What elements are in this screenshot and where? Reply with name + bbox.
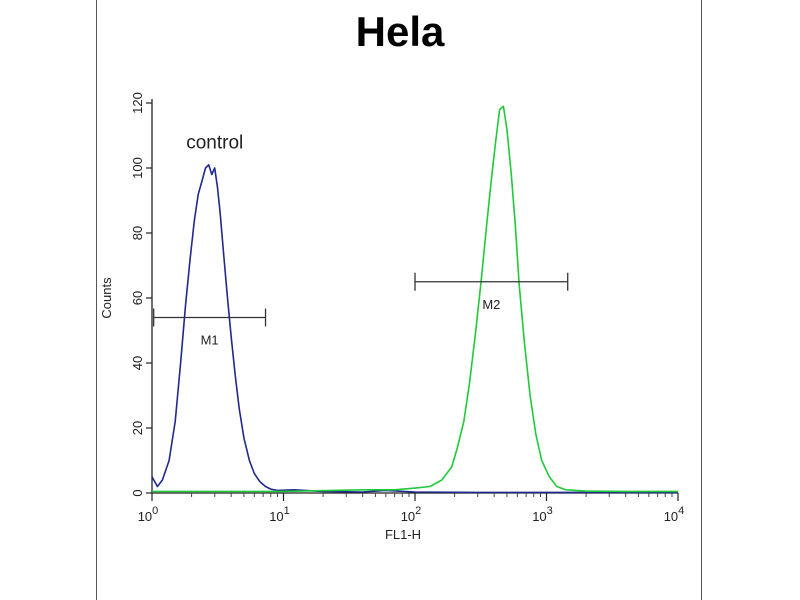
sample-histogram-line <box>152 105 678 493</box>
x-tick-label: 100 <box>138 505 159 524</box>
y-tick-label: 100 <box>130 157 145 179</box>
control-histogram-line <box>151 164 678 494</box>
x-tick-label: 101 <box>269 505 290 524</box>
x-tick-label: 104 <box>664 505 685 524</box>
marker-m2-label: M2 <box>482 297 500 312</box>
chart-frame <box>96 0 702 600</box>
chart-title: Hela <box>355 8 445 55</box>
y-tick-label: 40 <box>130 356 145 370</box>
x-tick-label: 103 <box>532 505 553 524</box>
x-axis-label: FL1-H <box>385 527 421 542</box>
y-tick-label: 0 <box>130 489 145 496</box>
control-annotation: control <box>186 133 243 154</box>
y-axis-label: Counts <box>99 277 114 319</box>
y-tick-label: 80 <box>130 226 145 240</box>
y-tick-label: 120 <box>130 92 145 114</box>
x-tick-label: 102 <box>401 505 422 524</box>
y-tick-label: 60 <box>130 291 145 305</box>
y-tick-label: 20 <box>130 421 145 435</box>
marker-m1-label: M1 <box>201 333 219 348</box>
